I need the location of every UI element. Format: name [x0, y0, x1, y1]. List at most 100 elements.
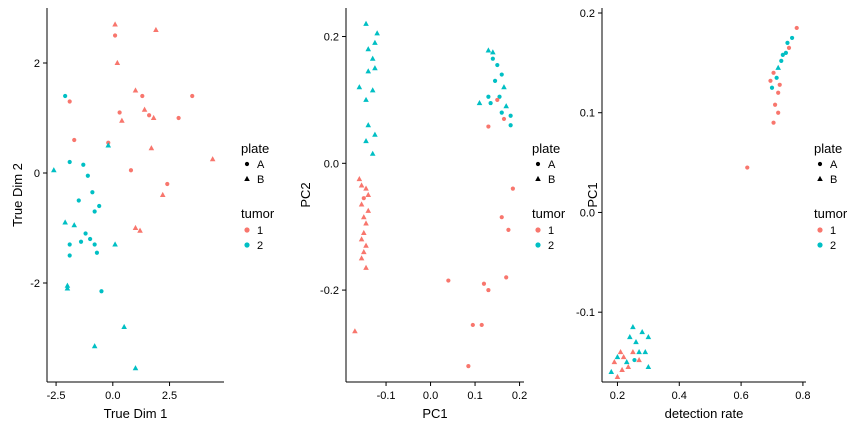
y-tick-label: 0.2 — [580, 8, 595, 20]
data-point — [88, 236, 93, 242]
x-tick-label: -0.1 — [377, 390, 396, 402]
y-tick-label: 0.0 — [324, 158, 339, 170]
x-tick-label: 0.0 — [423, 390, 438, 402]
data-point — [486, 124, 491, 129]
data-point — [356, 84, 363, 90]
data-point — [67, 253, 72, 258]
legend-title-plate: plate — [532, 141, 560, 156]
data-point — [365, 46, 372, 52]
data-point — [508, 123, 513, 128]
y-tick-label: -0.1 — [576, 307, 595, 319]
data-point — [508, 113, 513, 118]
data-points — [352, 20, 515, 369]
x-axis-title: True Dim 1 — [104, 406, 168, 421]
y-axis-title: True Dim 2 — [10, 163, 25, 227]
legend-key-tumor-1 — [244, 227, 250, 233]
data-point — [361, 214, 367, 220]
legend-title-tumor: tumor — [532, 206, 566, 221]
data-point — [466, 364, 471, 369]
y-axis-title: PC1 — [585, 182, 600, 207]
data-point — [774, 75, 779, 80]
scatter-panel-3: 0.2 0.1 0.0 -0.1 0.2 0.4 0.6 0.8 detection rate P… — [576, 8, 848, 421]
x-tick-label: 0.2 — [512, 390, 527, 402]
data-point — [67, 99, 72, 104]
data-point — [363, 20, 369, 26]
data-point — [51, 167, 57, 173]
legend-label-tumor: 1 — [257, 225, 263, 237]
x-tick-label: 0.2 — [610, 390, 625, 402]
data-point — [780, 52, 785, 57]
x-tick-label: 0.8 — [795, 390, 810, 402]
data-point — [352, 328, 358, 334]
data-point — [97, 203, 102, 209]
data-point — [72, 137, 77, 143]
data-point — [745, 165, 750, 170]
legend-label-plate: B — [830, 174, 837, 186]
data-point — [488, 100, 493, 106]
data-point — [369, 87, 376, 93]
legend-key-triangle — [535, 175, 541, 182]
data-point — [619, 366, 625, 373]
data-point — [492, 78, 498, 83]
data-point — [470, 322, 475, 328]
y-tick-label: 2 — [34, 58, 40, 70]
data-point — [786, 45, 792, 50]
data-point — [627, 334, 633, 340]
data-point — [485, 47, 492, 53]
data-point — [374, 30, 380, 36]
legend-key-tumor-1 — [535, 227, 541, 233]
data-point — [363, 264, 369, 270]
data-point — [78, 239, 84, 244]
legend-label-plate: A — [830, 159, 838, 171]
data-point — [446, 278, 451, 283]
data-point — [365, 122, 372, 128]
legend-key-tumor-2 — [535, 242, 541, 248]
data-point — [112, 33, 118, 38]
legend-label-plate: A — [548, 159, 556, 171]
data-point — [490, 56, 495, 61]
data-point — [83, 231, 88, 236]
data-point — [90, 190, 95, 195]
data-point — [363, 96, 369, 102]
data-point — [479, 322, 484, 328]
legend-label-tumor: 2 — [257, 240, 263, 252]
data-point — [785, 40, 790, 46]
data-point — [369, 150, 376, 156]
data-point — [623, 358, 630, 365]
data-point — [768, 78, 773, 83]
x-tick-label: 0.4 — [672, 390, 687, 402]
data-point — [771, 120, 776, 125]
data-point — [358, 236, 365, 242]
data-point — [490, 49, 496, 55]
data-point — [99, 289, 104, 294]
data-point — [495, 62, 500, 68]
data-point — [642, 348, 649, 355]
legend-title-tumor: tumor — [241, 206, 275, 221]
data-point — [121, 323, 127, 330]
legend-title-plate: plate — [241, 141, 269, 156]
legend-label-tumor: 1 — [830, 225, 836, 237]
data-point — [630, 324, 636, 330]
data-point — [363, 185, 369, 191]
legend-label-plate: B — [548, 174, 555, 186]
data-point — [645, 363, 652, 370]
data-point — [92, 209, 97, 214]
data-point — [779, 58, 784, 63]
data-point — [501, 84, 507, 90]
data-point — [506, 227, 511, 232]
data-point — [769, 85, 775, 90]
data-point — [639, 329, 645, 335]
data-point — [369, 55, 376, 61]
data-point — [148, 145, 155, 151]
data-point — [476, 99, 483, 106]
data-point — [209, 156, 216, 162]
y-tick-label: -0.2 — [320, 285, 339, 297]
data-point — [789, 35, 795, 41]
data-point — [358, 182, 365, 188]
x-tick-label: 2.5 — [162, 390, 177, 402]
data-point — [777, 82, 782, 87]
data-point — [363, 138, 369, 144]
data-point — [67, 159, 72, 165]
